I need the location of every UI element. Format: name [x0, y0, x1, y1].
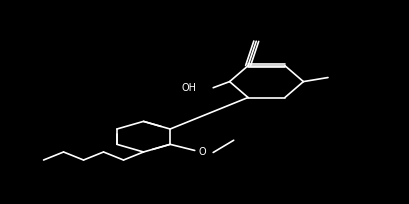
Text: OH: OH: [181, 83, 196, 93]
Text: O: O: [198, 147, 206, 157]
